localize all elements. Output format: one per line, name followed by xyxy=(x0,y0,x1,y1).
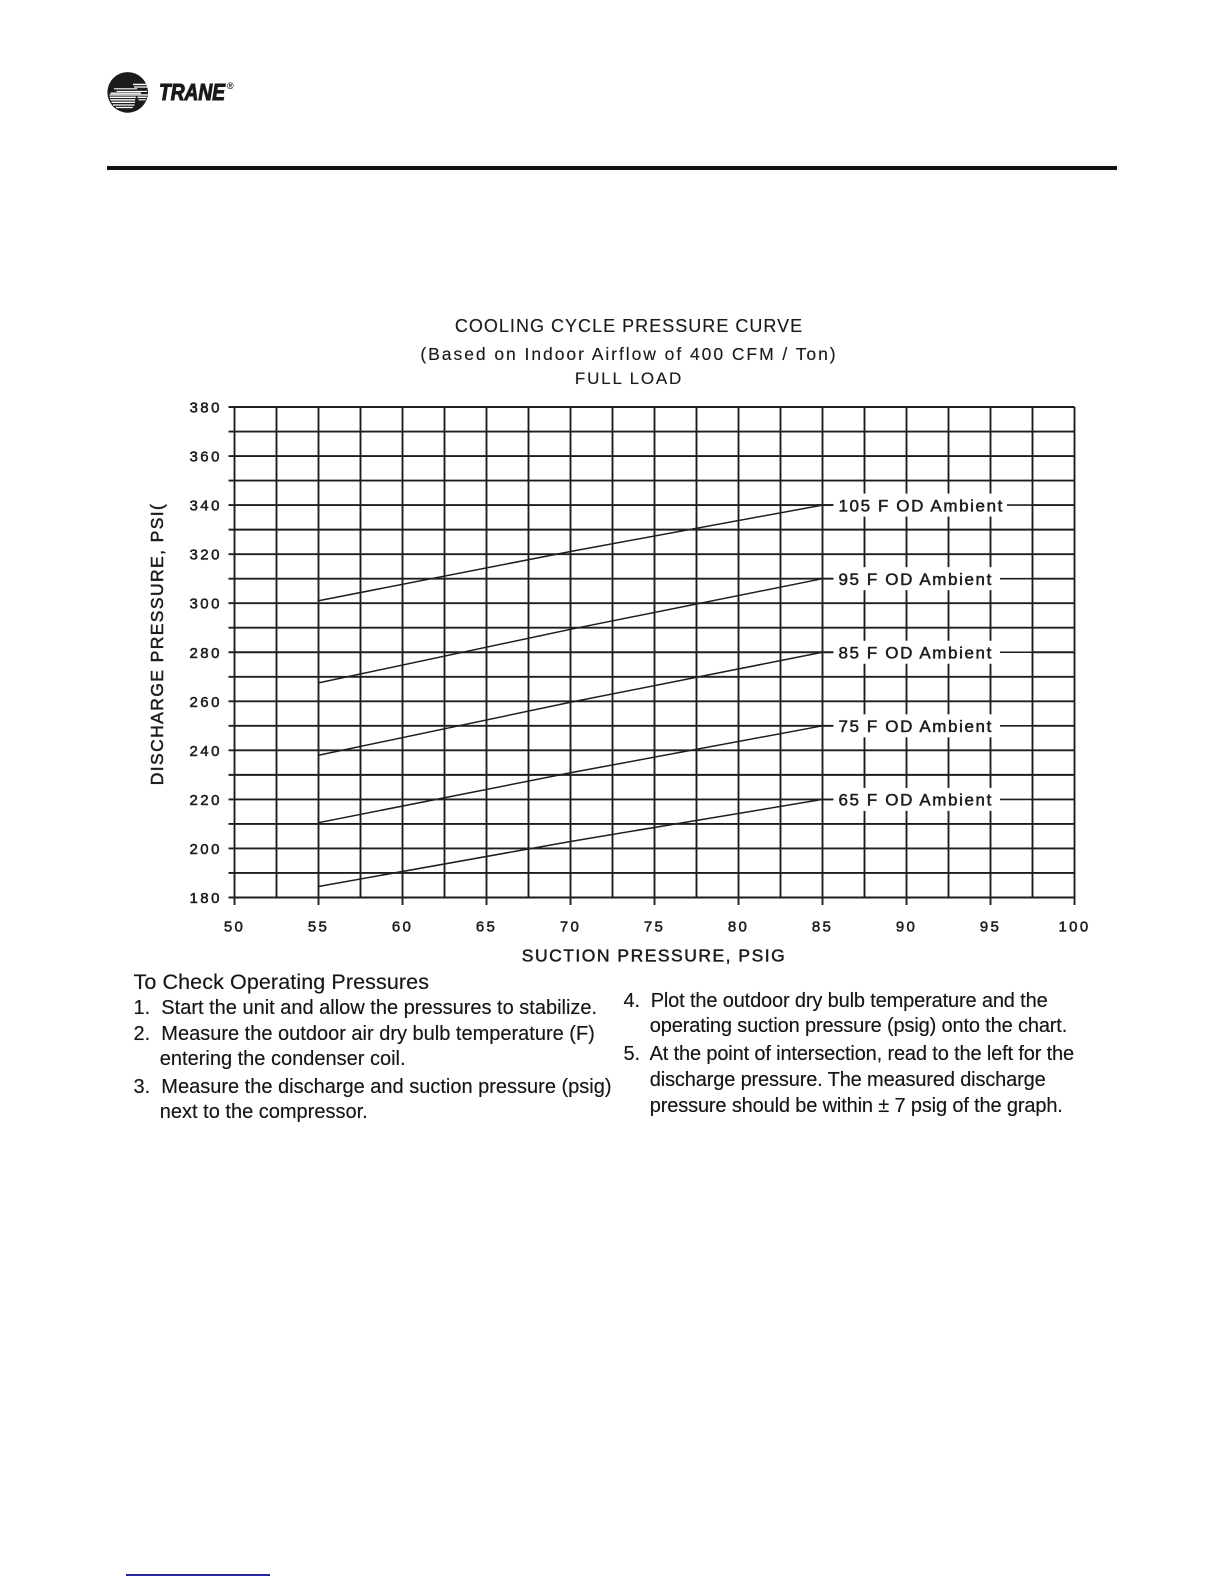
svg-text:80: 80 xyxy=(728,919,749,936)
svg-text:70: 70 xyxy=(560,919,581,936)
svg-text:85 F OD Ambient: 85 F OD Ambient xyxy=(839,643,993,662)
svg-text:220: 220 xyxy=(189,792,222,809)
svg-text:360: 360 xyxy=(189,449,222,466)
svg-text:90: 90 xyxy=(896,919,917,936)
svg-text:75: 75 xyxy=(644,919,665,936)
svg-text:260: 260 xyxy=(189,694,222,711)
svg-text:55: 55 xyxy=(308,919,329,936)
svg-text:105 F OD Ambient: 105 F OD Ambient xyxy=(839,496,1004,515)
svg-text:180: 180 xyxy=(189,890,222,907)
svg-text:75 F OD Ambient: 75 F OD Ambient xyxy=(839,717,993,736)
svg-text:380: 380 xyxy=(189,400,222,417)
svg-text:95 F OD Ambient: 95 F OD Ambient xyxy=(839,570,993,589)
svg-text:65 F OD Ambient: 65 F OD Ambient xyxy=(839,791,993,810)
svg-text:TRANE: TRANE xyxy=(159,79,226,105)
svg-text:240: 240 xyxy=(189,743,222,760)
svg-text:300: 300 xyxy=(189,596,222,613)
svg-text:60: 60 xyxy=(392,919,413,936)
svg-text:65: 65 xyxy=(476,919,497,936)
svg-text:200: 200 xyxy=(189,841,222,858)
svg-text:DISCHARGE PRESSURE, PSI(: DISCHARGE PRESSURE, PSI( xyxy=(147,503,167,786)
svg-text:50: 50 xyxy=(224,919,245,936)
svg-text:340: 340 xyxy=(189,498,222,515)
svg-text:95: 95 xyxy=(980,919,1001,936)
svg-text:SUCTION PRESSURE, PSIG: SUCTION PRESSURE, PSIG xyxy=(522,946,786,966)
svg-text:320: 320 xyxy=(189,547,222,564)
svg-text:®: ® xyxy=(227,81,234,91)
svg-text:85: 85 xyxy=(812,919,833,936)
svg-text:280: 280 xyxy=(189,645,222,662)
svg-text:100: 100 xyxy=(1059,919,1091,936)
